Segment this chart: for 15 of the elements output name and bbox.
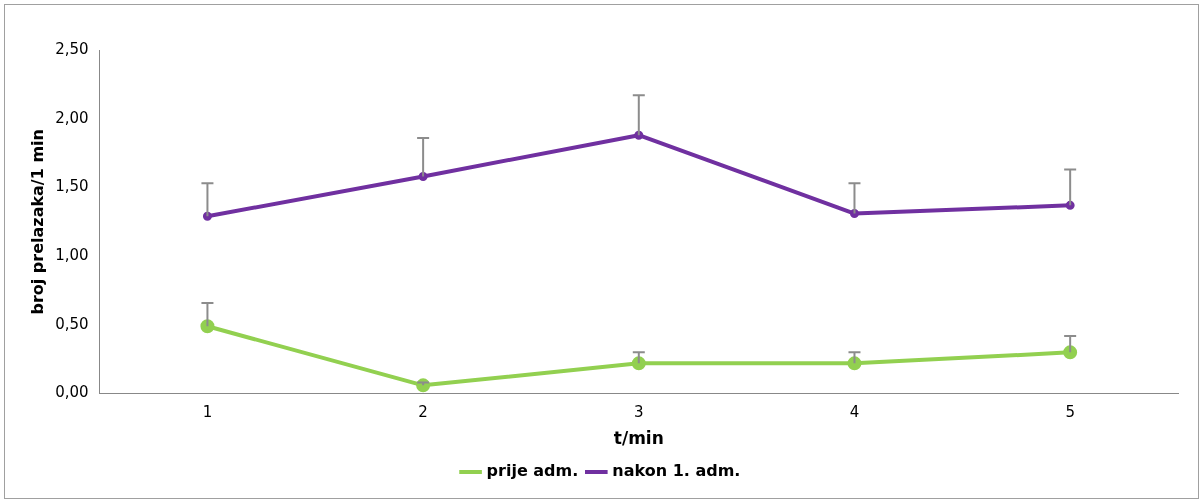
y-axis-title: broj prelazaka/1 min xyxy=(27,129,47,315)
y-tick-label: 2,00 xyxy=(55,108,89,127)
legend-label: prije adm. xyxy=(486,461,579,481)
x-tick-label: 3 xyxy=(634,403,644,422)
y-tick-label: 0,00 xyxy=(55,383,89,402)
y-tick-label: 1,00 xyxy=(55,246,89,265)
y-tick-label: 0,50 xyxy=(55,314,89,333)
x-axis-title: t/min xyxy=(613,428,664,449)
y-tick-label: 1,50 xyxy=(55,177,89,196)
x-tick-label: 4 xyxy=(849,403,860,422)
y-tick-label: 2,50 xyxy=(55,39,89,58)
x-tick-label: 2 xyxy=(418,403,428,422)
x-tick-label: 5 xyxy=(1065,403,1075,422)
x-tick-label: 1 xyxy=(202,403,213,422)
legend-label: nakon 1. adm. xyxy=(612,461,741,481)
